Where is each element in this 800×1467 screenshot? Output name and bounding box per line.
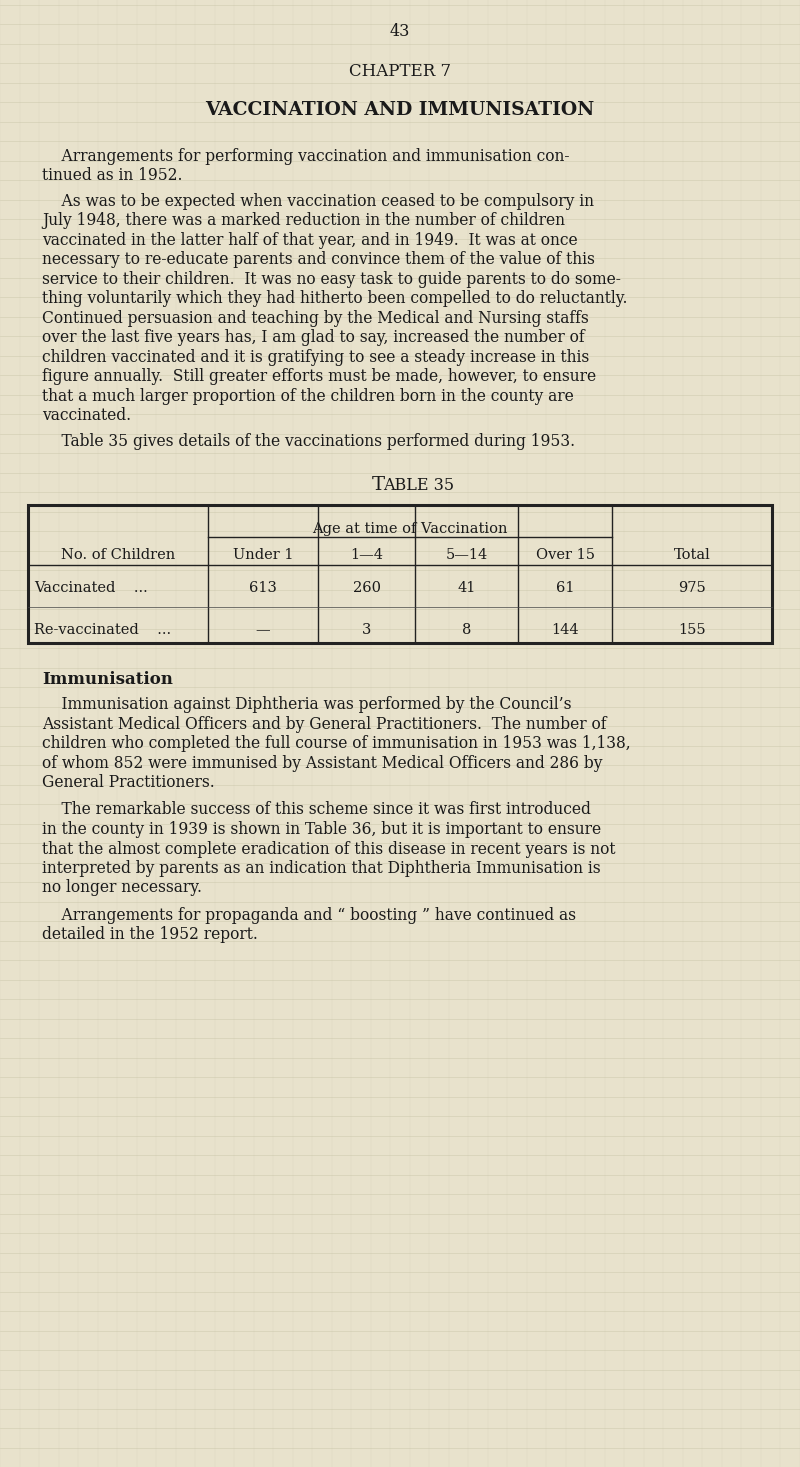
Text: VACCINATION AND IMMUNISATION: VACCINATION AND IMMUNISATION — [206, 101, 594, 119]
Text: Arrangements for performing vaccination and immunisation con-: Arrangements for performing vaccination … — [42, 148, 570, 164]
Text: No. of Children: No. of Children — [61, 547, 175, 562]
Text: T: T — [372, 475, 385, 493]
Text: General Practitioners.: General Practitioners. — [42, 775, 214, 791]
Text: Vaccinated    ...: Vaccinated ... — [34, 581, 148, 596]
Text: over the last five years has, I am glad to say, increased the number of: over the last five years has, I am glad … — [42, 330, 585, 346]
Text: tinued as in 1952.: tinued as in 1952. — [42, 167, 182, 185]
Text: 144: 144 — [551, 623, 579, 637]
Text: 155: 155 — [678, 623, 706, 637]
Text: that the almost complete eradication of this disease in recent years is not: that the almost complete eradication of … — [42, 841, 615, 858]
Text: ABLE 35: ABLE 35 — [383, 477, 454, 493]
Text: thing voluntarily which they had hitherto been compelled to do reluctantly.: thing voluntarily which they had hithert… — [42, 290, 627, 308]
Text: detailed in the 1952 report.: detailed in the 1952 report. — [42, 926, 258, 943]
Text: 8: 8 — [462, 623, 471, 637]
Text: 260: 260 — [353, 581, 381, 596]
Text: 975: 975 — [678, 581, 706, 596]
Text: Immunisation against Diphtheria was performed by the Council’s: Immunisation against Diphtheria was perf… — [42, 697, 571, 713]
Text: interpreted by parents as an indication that Diphtheria Immunisation is: interpreted by parents as an indication … — [42, 860, 601, 877]
Text: Table 35 gives details of the vaccinations performed during 1953.: Table 35 gives details of the vaccinatio… — [42, 433, 575, 450]
Text: children who completed the full course of immunisation in 1953 was 1,138,: children who completed the full course o… — [42, 735, 630, 753]
Text: 41: 41 — [458, 581, 476, 596]
Text: Assistant Medical Officers and by General Practitioners.  The number of: Assistant Medical Officers and by Genera… — [42, 716, 606, 732]
Text: of whom 852 were immunised by Assistant Medical Officers and 286 by: of whom 852 were immunised by Assistant … — [42, 754, 602, 772]
Text: vaccinated in the latter half of that year, and in 1949.  It was at once: vaccinated in the latter half of that ye… — [42, 232, 578, 249]
Text: that a much larger proportion of the children born in the county are: that a much larger proportion of the chi… — [42, 387, 574, 405]
Text: 1—4: 1—4 — [350, 547, 383, 562]
Text: vaccinated.: vaccinated. — [42, 408, 131, 424]
Text: figure annually.  Still greater efforts must be made, however, to ensure: figure annually. Still greater efforts m… — [42, 368, 596, 386]
Text: —: — — [256, 623, 270, 637]
Text: July 1948, there was a marked reduction in the number of children: July 1948, there was a marked reduction … — [42, 213, 565, 229]
Text: Total: Total — [674, 547, 710, 562]
Text: Arrangements for propaganda and “ boosting ” have continued as: Arrangements for propaganda and “ boosti… — [42, 907, 576, 924]
Text: necessary to re-educate parents and convince them of the value of this: necessary to re-educate parents and conv… — [42, 251, 595, 268]
Text: Over 15: Over 15 — [535, 547, 594, 562]
Text: 43: 43 — [390, 23, 410, 41]
Text: CHAPTER 7: CHAPTER 7 — [349, 63, 451, 81]
Text: The remarkable success of this scheme since it was first introduced: The remarkable success of this scheme si… — [42, 801, 591, 819]
Text: in the county in 1939 is shown in Table 36, but it is important to ensure: in the county in 1939 is shown in Table … — [42, 822, 601, 838]
Text: service to their children.  It was no easy task to guide parents to do some-: service to their children. It was no eas… — [42, 271, 621, 288]
Text: Re-vaccinated    ...: Re-vaccinated ... — [34, 623, 171, 637]
Text: 61: 61 — [556, 581, 574, 596]
Text: 613: 613 — [249, 581, 277, 596]
Text: Under 1: Under 1 — [233, 547, 294, 562]
Text: Continued persuasion and teaching by the Medical and Nursing staffs: Continued persuasion and teaching by the… — [42, 310, 589, 327]
Text: 5—14: 5—14 — [446, 547, 488, 562]
Text: As was to be expected when vaccination ceased to be compulsory in: As was to be expected when vaccination c… — [42, 192, 594, 210]
Text: children vaccinated and it is gratifying to see a steady increase in this: children vaccinated and it is gratifying… — [42, 349, 590, 365]
Text: Immunisation: Immunisation — [42, 670, 173, 688]
Text: Age at time of Vaccination: Age at time of Vaccination — [312, 522, 508, 535]
Text: 3: 3 — [362, 623, 371, 637]
Bar — [28, 505, 772, 643]
Text: no longer necessary.: no longer necessary. — [42, 880, 202, 896]
